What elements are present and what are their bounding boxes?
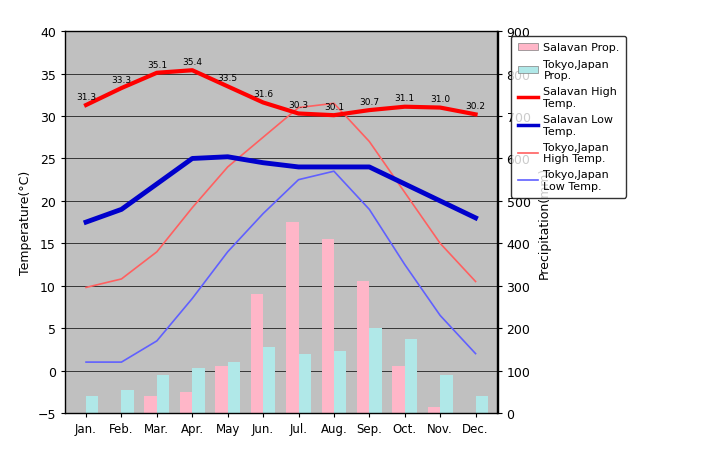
Bar (334, 352, 346, 413)
Bar (369, 329, 382, 413)
Text: 31.0: 31.0 (430, 95, 450, 104)
Bar (251, 295, 263, 413)
Bar (157, 375, 169, 413)
Text: 33.5: 33.5 (217, 74, 238, 83)
Bar (122, 390, 134, 413)
Bar (263, 347, 276, 413)
Bar (86, 396, 99, 413)
Bar (405, 339, 417, 413)
Legend: Salavan Prop., Tokyo,Japan
Prop., Salavan High
Temp., Salavan Low
Temp., Tokyo,J: Salavan Prop., Tokyo,Japan Prop., Salava… (511, 37, 626, 198)
Bar (286, 223, 299, 413)
Bar (357, 282, 369, 413)
Text: 30.3: 30.3 (289, 101, 309, 110)
Bar (475, 396, 488, 413)
Bar (228, 362, 240, 413)
Y-axis label: Temperature(°C): Temperature(°C) (19, 171, 32, 274)
Bar (145, 396, 157, 413)
Bar (392, 367, 405, 413)
Bar (215, 367, 228, 413)
Text: 31.3: 31.3 (76, 93, 96, 101)
Text: 35.1: 35.1 (147, 61, 167, 69)
Y-axis label: Precipitation(mm): Precipitation(mm) (538, 167, 551, 279)
Text: 31.1: 31.1 (395, 94, 415, 103)
Text: 30.2: 30.2 (466, 102, 485, 111)
Bar (440, 375, 453, 413)
Bar (299, 354, 311, 413)
Bar (192, 369, 204, 413)
Text: 30.7: 30.7 (359, 98, 379, 106)
Text: 31.6: 31.6 (253, 90, 273, 99)
Bar (322, 240, 334, 413)
Bar (428, 407, 440, 413)
Text: 35.4: 35.4 (182, 58, 202, 67)
Bar (180, 392, 192, 413)
Text: 33.3: 33.3 (112, 76, 132, 84)
Text: 30.1: 30.1 (324, 103, 344, 112)
